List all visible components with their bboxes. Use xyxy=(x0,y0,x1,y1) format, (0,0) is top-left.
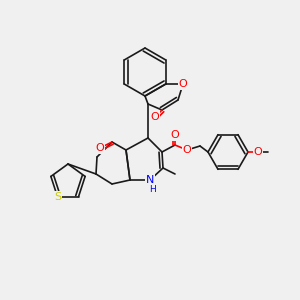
Text: O: O xyxy=(178,79,188,89)
Text: O: O xyxy=(171,130,179,140)
Text: N: N xyxy=(146,175,154,185)
Text: O: O xyxy=(254,147,262,157)
Text: H: H xyxy=(148,184,155,194)
Text: O: O xyxy=(151,112,159,122)
Text: S: S xyxy=(54,192,61,202)
Text: O: O xyxy=(183,145,191,155)
Text: O: O xyxy=(96,143,104,153)
